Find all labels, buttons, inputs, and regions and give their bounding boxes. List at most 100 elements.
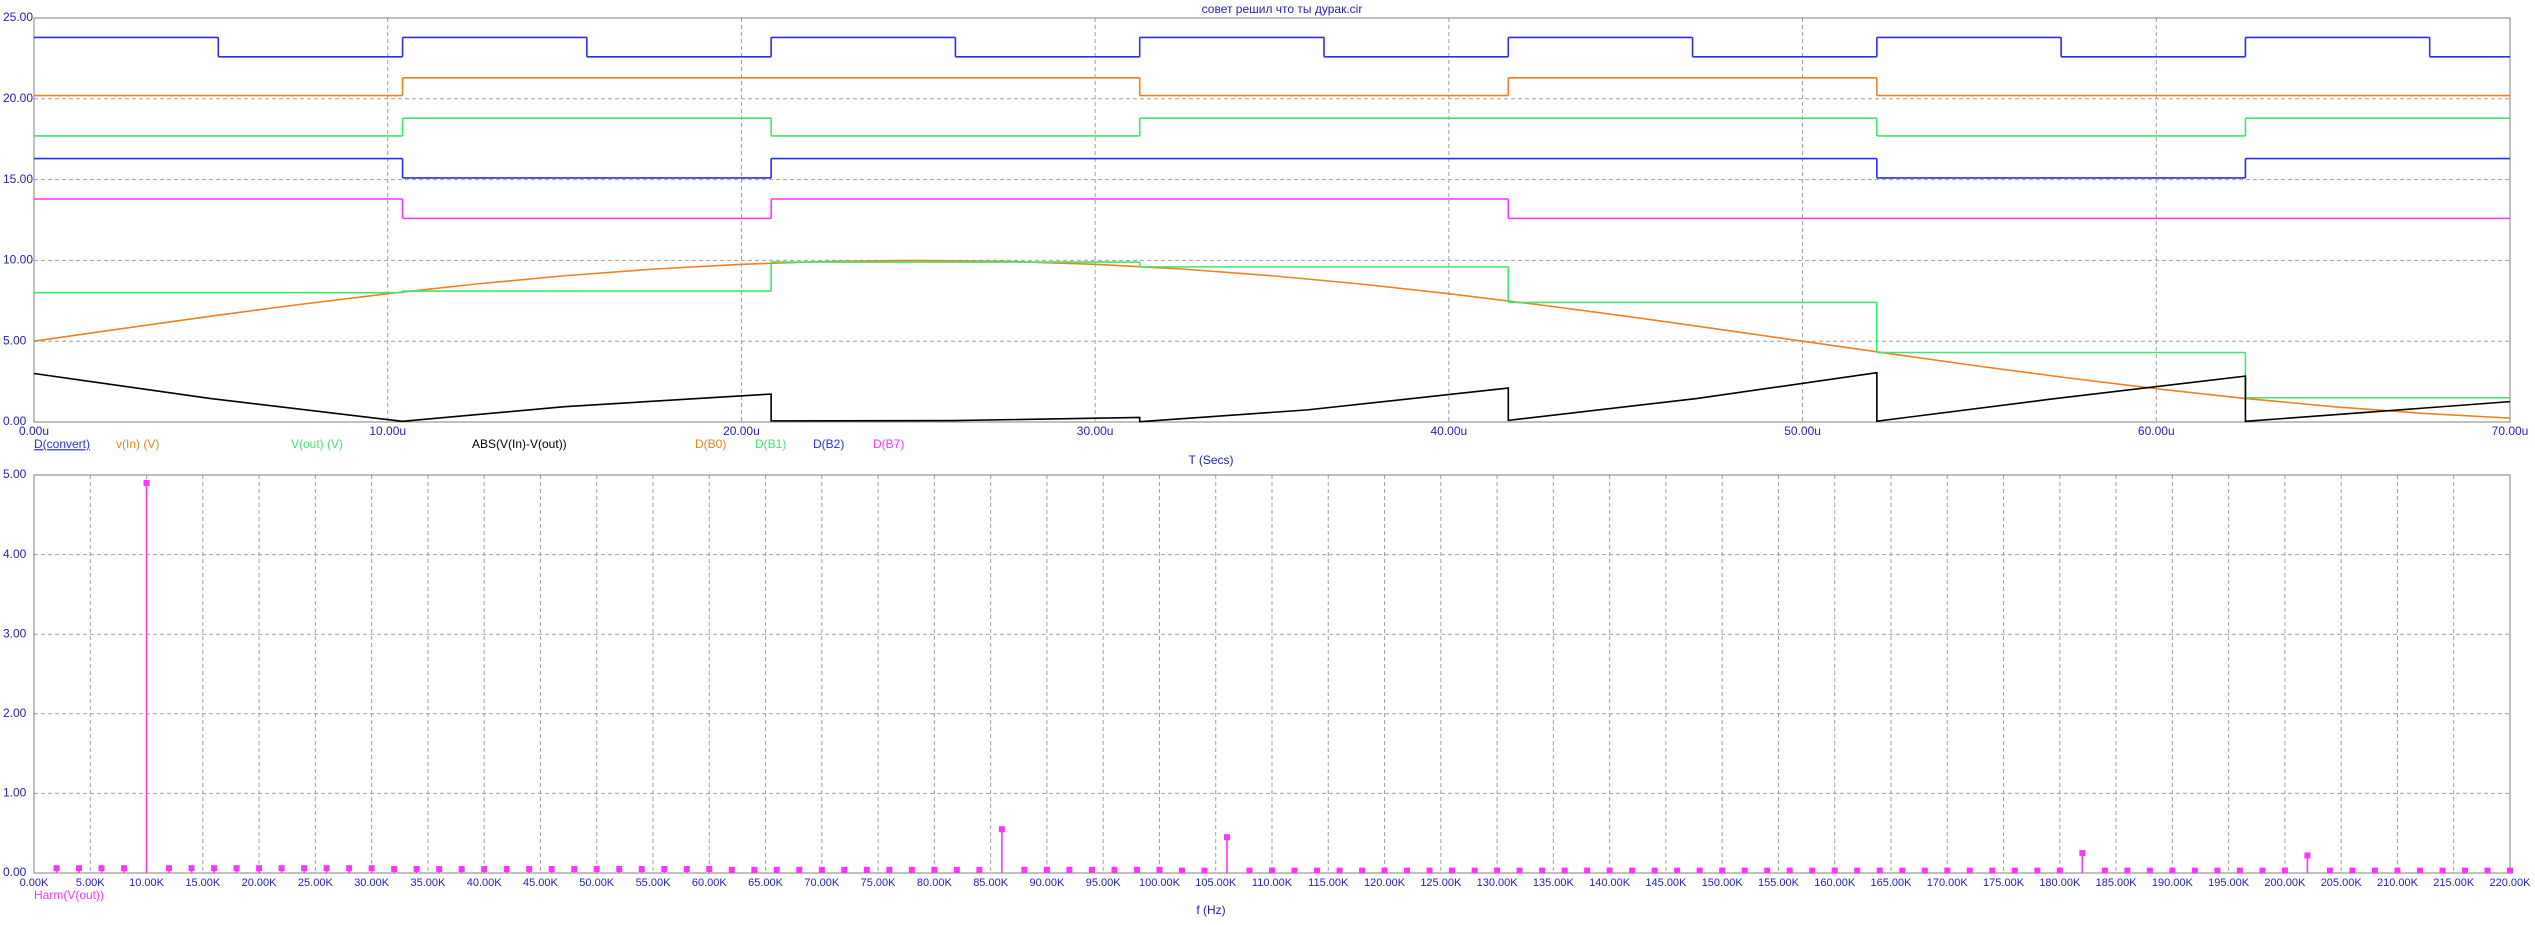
stem-marker [1314, 867, 1321, 874]
x-tick-label: 110.00K [1252, 877, 1293, 889]
x-tick-label: 90.00K [1029, 877, 1065, 889]
x-tick-label: 115.00K [1308, 877, 1349, 889]
stem-marker [1899, 867, 1906, 874]
stem-marker [2371, 867, 2378, 874]
stem-marker [2079, 850, 2086, 857]
stem-marker [593, 866, 600, 873]
stem-marker [2416, 867, 2423, 874]
stem-marker [661, 866, 668, 873]
stem-marker [1336, 867, 1343, 874]
stem-marker [1764, 867, 1771, 874]
stem-marker [548, 866, 555, 873]
x-tick-label: 40.00u [1431, 424, 1468, 438]
stem-marker [2507, 867, 2513, 874]
stem-marker [323, 865, 330, 872]
x-tick-label: 15.00K [185, 877, 221, 889]
stem-marker [1111, 866, 1118, 873]
stem-marker [1223, 834, 1230, 841]
stem-marker [1269, 867, 1275, 874]
stem-marker [616, 866, 623, 873]
stem-marker [458, 866, 465, 873]
stem-marker [1066, 866, 1073, 873]
y-tick-label: 0.00 [3, 414, 27, 428]
stem-marker [1989, 867, 1996, 874]
stem-marker [728, 866, 735, 873]
y-tick-label: 5.00 [3, 333, 27, 347]
stem-marker [413, 866, 420, 873]
stem-marker [2101, 867, 2108, 874]
y-tick-label: 3.00 [3, 626, 27, 640]
stem-marker [1043, 866, 1050, 873]
stem-marker [233, 865, 240, 872]
x-tick-label: 200.00K [2264, 877, 2306, 889]
stem-marker [143, 479, 150, 486]
stem-marker [2304, 852, 2311, 859]
x-tick-label: 75.00K [861, 877, 897, 889]
stem-marker [908, 866, 915, 873]
stem-marker [1966, 867, 1973, 874]
x-tick-label: 220.00K [2490, 877, 2532, 889]
stem-marker [2011, 867, 2018, 874]
legend-entry: D(B1) [755, 437, 786, 451]
stem-marker [53, 865, 60, 872]
x-tick-label: 215.00K [2433, 877, 2475, 889]
x-tick-label: 20.00u [723, 424, 760, 438]
legend-entry: V(out) (V) [291, 437, 343, 451]
stem-marker [526, 866, 533, 873]
stem-marker [76, 865, 83, 872]
x-tick-label: 170.00K [1927, 877, 1969, 889]
stem-marker [1606, 867, 1613, 874]
stem-marker [1471, 867, 1478, 874]
x-tick-label: 70.00K [804, 877, 840, 889]
x-tick-label: 105.00K [1195, 877, 1237, 889]
stem-marker [2056, 867, 2063, 874]
series-line [33, 259, 2511, 419]
stem-marker [1561, 867, 1568, 874]
x-tick-label: 185.00K [2096, 877, 2138, 889]
stem-marker [1404, 867, 1411, 874]
x-tick-label: 95.00K [1086, 877, 1122, 889]
x-tick-label: 210.00K [2377, 877, 2419, 889]
x-tick-label: 165.00K [1871, 877, 1913, 889]
y-tick-label: 15.00 [3, 172, 33, 186]
stem-marker [1494, 867, 1501, 874]
stem-marker [1651, 867, 1658, 874]
stem-marker [503, 866, 510, 873]
x-tick-label: 50.00K [579, 877, 615, 889]
series-line [33, 371, 2511, 423]
x-tick-label: 135.00K [1533, 877, 1575, 889]
stem-marker [706, 866, 713, 873]
stem-marker [886, 866, 893, 873]
y-tick-label: 5.00 [3, 467, 27, 481]
x-tick-label: 100.00K [1139, 877, 1181, 889]
stem-marker [2214, 867, 2221, 874]
stem-marker [2259, 867, 2266, 874]
stem-marker [1088, 866, 1095, 873]
stem-marker [2146, 867, 2153, 874]
stem-marker [1291, 867, 1298, 874]
stem-marker [1021, 866, 1028, 873]
stem-marker [1381, 867, 1388, 874]
x-tick-label: 145.00K [1645, 877, 1687, 889]
stem-marker [278, 865, 285, 872]
legend-entry: D(B2) [813, 437, 844, 451]
stem-marker [841, 866, 848, 873]
stem-marker [998, 826, 1005, 833]
x-tick-label: 55.00K [636, 877, 672, 889]
stem-marker [1201, 867, 1208, 874]
stem-marker [773, 866, 780, 873]
stem-marker [391, 866, 398, 873]
stem-marker [2394, 867, 2401, 874]
stem-marker [256, 865, 263, 872]
stem-marker [1584, 867, 1591, 874]
x-tick-label: 60.00K [692, 877, 728, 889]
stem-marker [2124, 867, 2131, 874]
stem-marker [2034, 867, 2041, 874]
legend-entry: ABS(V(In)-V(out)) [472, 437, 567, 451]
y-tick-label: 20.00 [3, 91, 33, 105]
x-tick-label: 65.00K [748, 877, 784, 889]
plot-frame [33, 17, 2511, 423]
x-tick-label: 35.00K [410, 877, 446, 889]
stem-marker [1696, 867, 1703, 874]
